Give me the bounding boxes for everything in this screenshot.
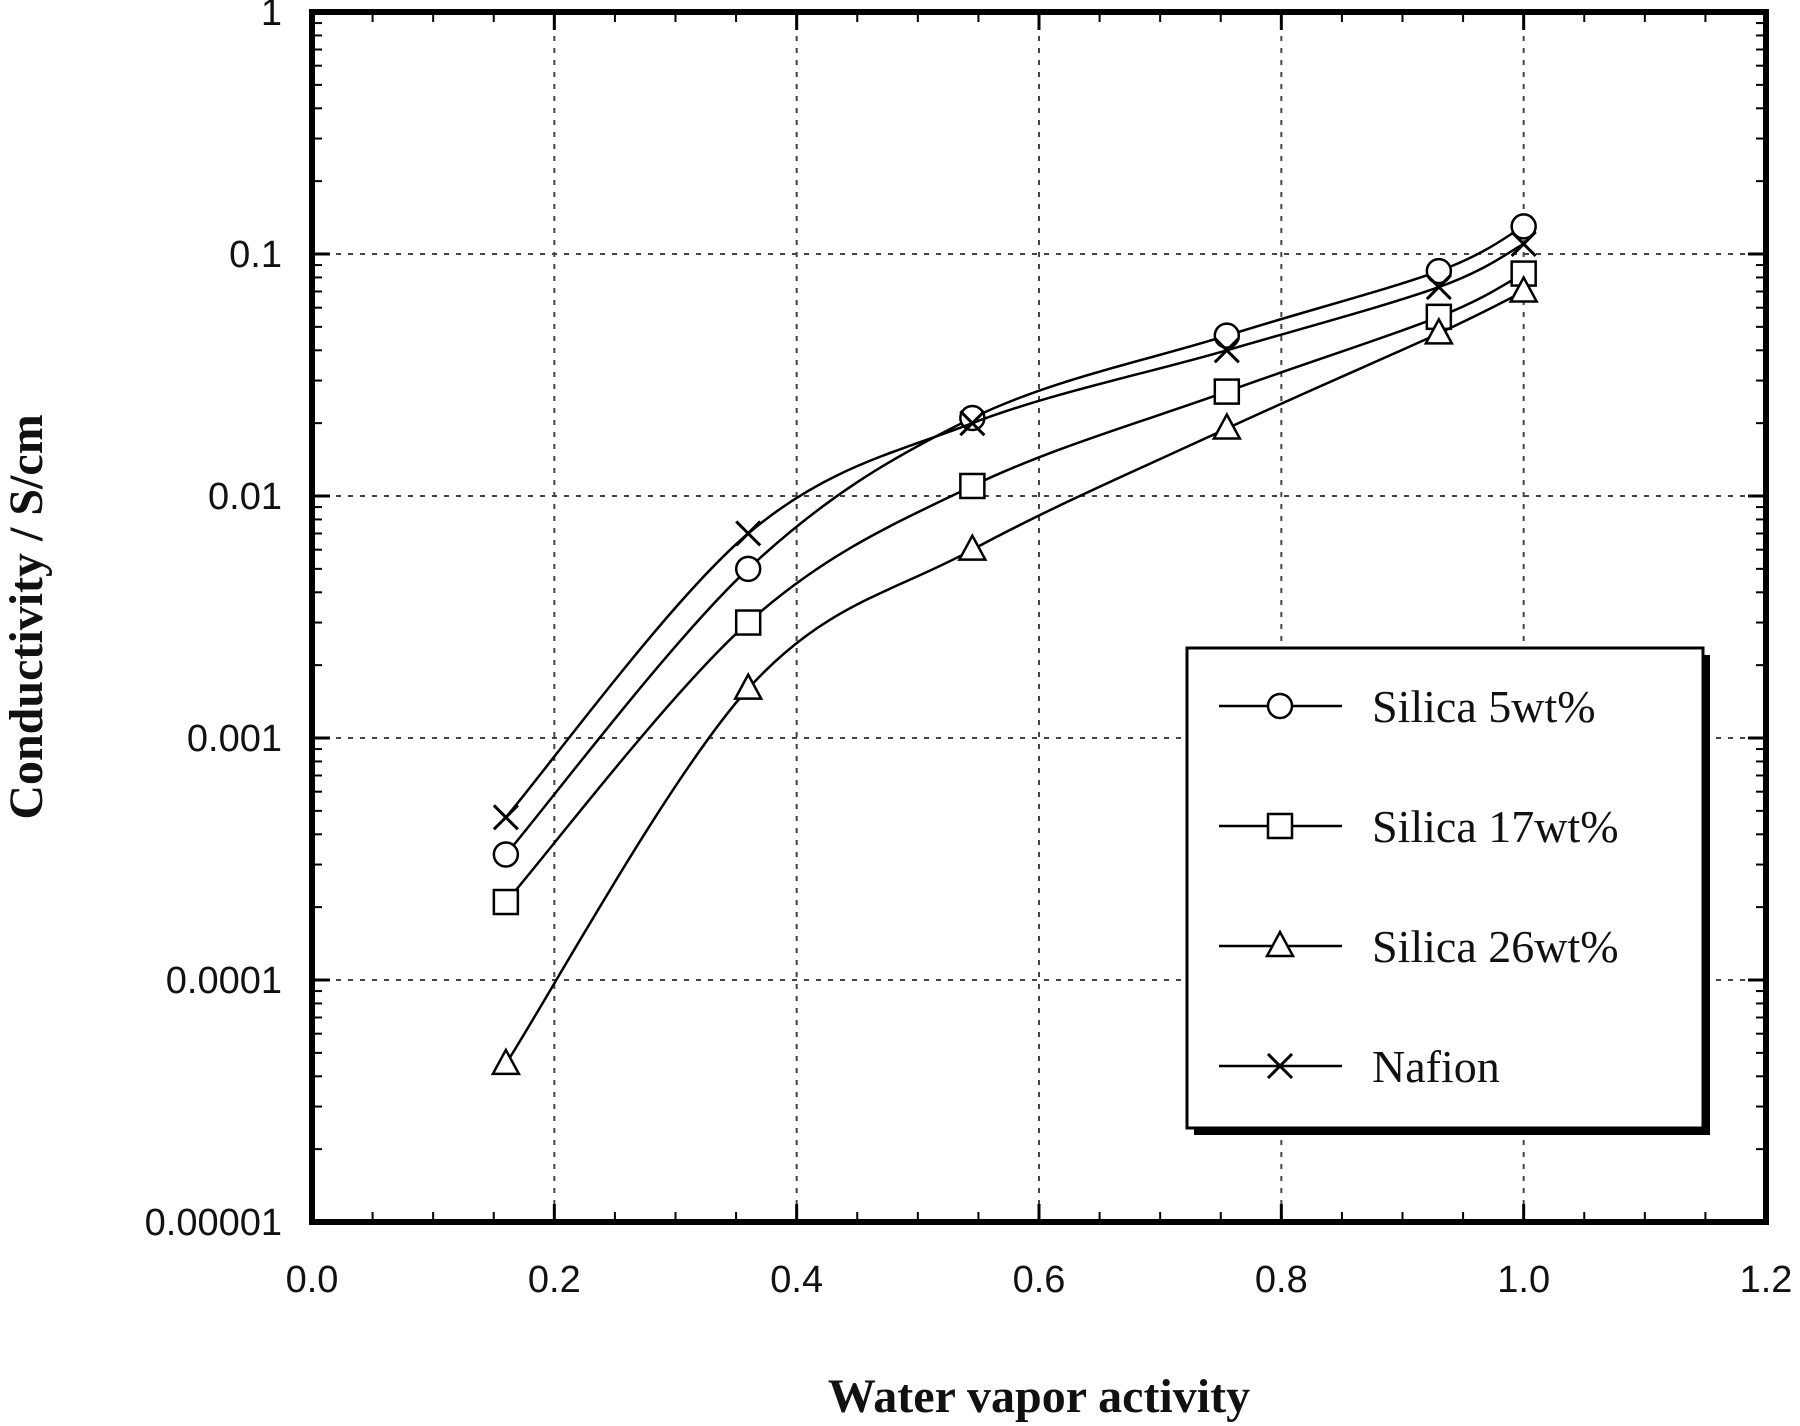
data-point: [957, 533, 988, 561]
legend-marker: [1266, 692, 1294, 720]
y-tick-label: 1: [261, 0, 282, 34]
x-tick-label: 1.0: [1497, 1259, 1550, 1301]
data-point: [1510, 230, 1537, 258]
legend-marker: [1264, 929, 1296, 958]
y-axis-ticks: 0.00001 0.0001 0.001 0.01 0.1 1: [145, 0, 1766, 1244]
y-axis-title: Conductivity / S/cm: [0, 414, 53, 819]
x-tick-label: 0.0: [286, 1259, 339, 1301]
series-triangle: [490, 274, 1539, 1076]
data-point: [1510, 213, 1537, 240]
data-point: [734, 555, 762, 583]
y-tick-label: 0.00001: [145, 1202, 282, 1244]
series-line: [504, 272, 1525, 903]
data-point: [1213, 378, 1241, 405]
series-x: [492, 230, 1537, 831]
data-point: [492, 888, 520, 916]
x-tick-label: 0.2: [528, 1259, 581, 1301]
data-point: [490, 1047, 521, 1076]
x-tick-label: 0.6: [1013, 1259, 1066, 1301]
series-layer: [490, 213, 1539, 1076]
data-point: [1211, 411, 1242, 440]
data-point: [1213, 337, 1240, 364]
legend-label: Silica 26wt%: [1372, 921, 1619, 972]
data-point: [959, 410, 986, 437]
y-tick-label: 0.01: [208, 476, 282, 518]
minor-ticks: [312, 12, 1766, 1222]
legend-label: Nafion: [1372, 1041, 1500, 1092]
series-line: [504, 290, 1525, 1065]
x-tick-label: 0.8: [1255, 1259, 1308, 1301]
series-line: [504, 242, 1525, 819]
data-point: [1423, 316, 1454, 345]
y-tick-label: 0.0001: [166, 960, 282, 1002]
data-point: [1425, 274, 1452, 301]
legend-label: Silica 5wt%: [1372, 681, 1596, 732]
legend-box: [1185, 646, 1705, 1130]
y-tick-label: 0.1: [229, 234, 282, 276]
data-point: [492, 841, 520, 868]
data-point: [1508, 274, 1539, 303]
data-point: [1425, 257, 1453, 285]
x-tick-label: 0.4: [770, 1259, 823, 1301]
y-tick-label: 0.001: [187, 718, 282, 760]
data-point: [734, 609, 762, 636]
legend-marker: [1266, 812, 1294, 840]
data-point: [733, 671, 764, 700]
data-point: [492, 804, 519, 831]
data-point: [1213, 322, 1241, 349]
legend-marker: [1266, 1052, 1294, 1080]
x-axis-ticks: 0.0 0.2 0.4 0.6 0.8 1.0 1.2: [286, 12, 1793, 1301]
x-tick-label: 1.2: [1740, 1259, 1793, 1301]
legend: Silica 5wt% Silica 17wt% Silica 26wt% Nafio…: [1185, 646, 1710, 1135]
legend-label: Silica 17wt%: [1372, 801, 1619, 852]
data-point: [959, 472, 986, 500]
data-point: [735, 520, 762, 547]
x-axis-title: Water vapor activity: [828, 1370, 1250, 1423]
series-line: [504, 225, 1525, 856]
